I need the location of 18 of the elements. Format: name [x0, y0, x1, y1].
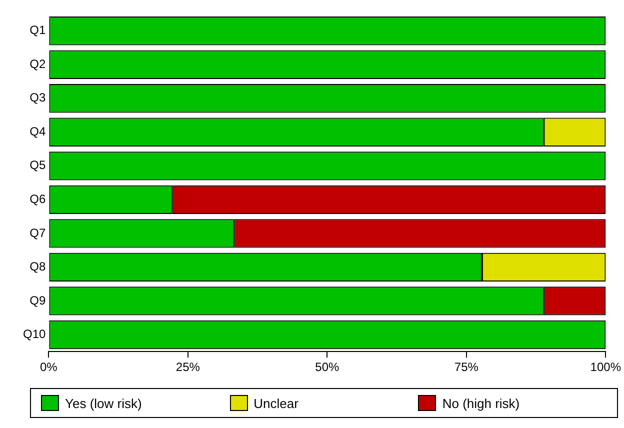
y-tick-label: Q1: [30, 23, 46, 38]
y-tick-label: Q5: [30, 158, 46, 172]
y-tick-label: Q2: [30, 56, 46, 71]
x-tick-label: 25%: [176, 360, 200, 374]
legend-label: No (high risk): [442, 396, 520, 410]
y-tick-label: Q3: [30, 90, 46, 105]
y-tick-label: Q6: [30, 192, 46, 206]
y-tick-label: Q9: [30, 293, 46, 308]
legend-label: Yes (low risk): [65, 396, 142, 410]
y-tick-label: Q7: [30, 226, 46, 240]
x-tick-label: 50%: [315, 360, 340, 374]
y-tick-label: Q8: [30, 260, 46, 274]
legend-label: Unclear: [254, 396, 298, 410]
x-tick-label: 100%: [590, 360, 622, 374]
y-tick-label: Q10: [22, 327, 46, 342]
x-tick-label: 0%: [40, 360, 58, 374]
x-tick-label: 75%: [454, 360, 479, 374]
y-tick-label: Q4: [30, 124, 46, 138]
